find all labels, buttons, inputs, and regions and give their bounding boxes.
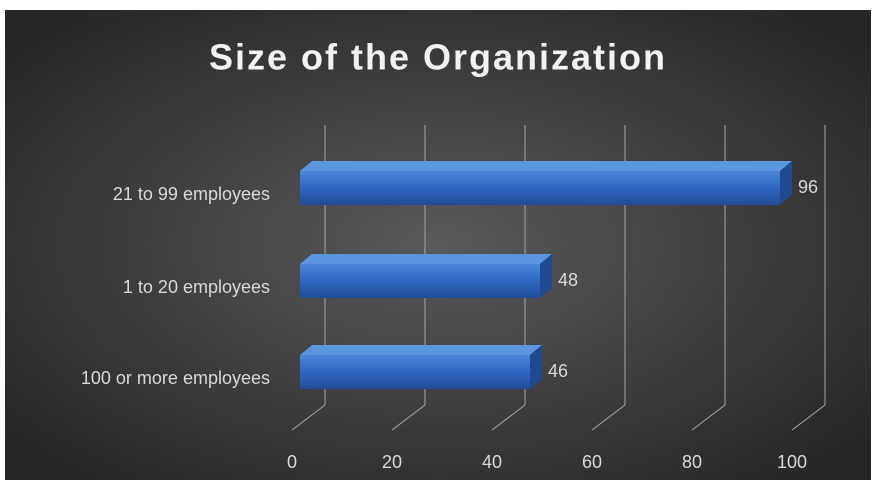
y-tick-label: 21 to 99 employees xyxy=(113,184,270,204)
grid-line xyxy=(791,125,826,431)
grid-line xyxy=(591,125,626,431)
bar-top xyxy=(300,254,552,264)
grid-line xyxy=(491,125,526,431)
bar-end xyxy=(780,161,792,205)
bar xyxy=(300,355,530,389)
chart-title: Size of the Organization xyxy=(209,37,667,78)
grid-line xyxy=(391,125,426,431)
bar-end xyxy=(540,254,552,298)
x-tick-label: 20 xyxy=(382,452,402,472)
bar xyxy=(300,264,540,298)
x-tick-label: 40 xyxy=(482,452,502,472)
bar-end xyxy=(530,345,542,389)
bar-top xyxy=(300,345,542,355)
data-label: 48 xyxy=(558,270,578,290)
bar-top xyxy=(300,161,792,171)
x-tick-label: 80 xyxy=(682,452,702,472)
grid-line xyxy=(291,125,326,431)
y-tick-label: 100 or more employees xyxy=(81,368,270,388)
x-tick-label: 100 xyxy=(777,452,807,472)
grid-line xyxy=(691,125,726,431)
x-tick-label: 60 xyxy=(582,452,602,472)
bar xyxy=(300,171,780,205)
x-tick-label: 0 xyxy=(287,452,297,472)
chart-background xyxy=(5,10,871,480)
plot-area: 0 20 40 60 80 100 21 to 99 employees 96 1 to 20 … xyxy=(81,125,826,472)
data-label: 96 xyxy=(798,177,818,197)
data-label: 46 xyxy=(548,361,568,381)
y-tick-label: 1 to 20 employees xyxy=(123,277,270,297)
